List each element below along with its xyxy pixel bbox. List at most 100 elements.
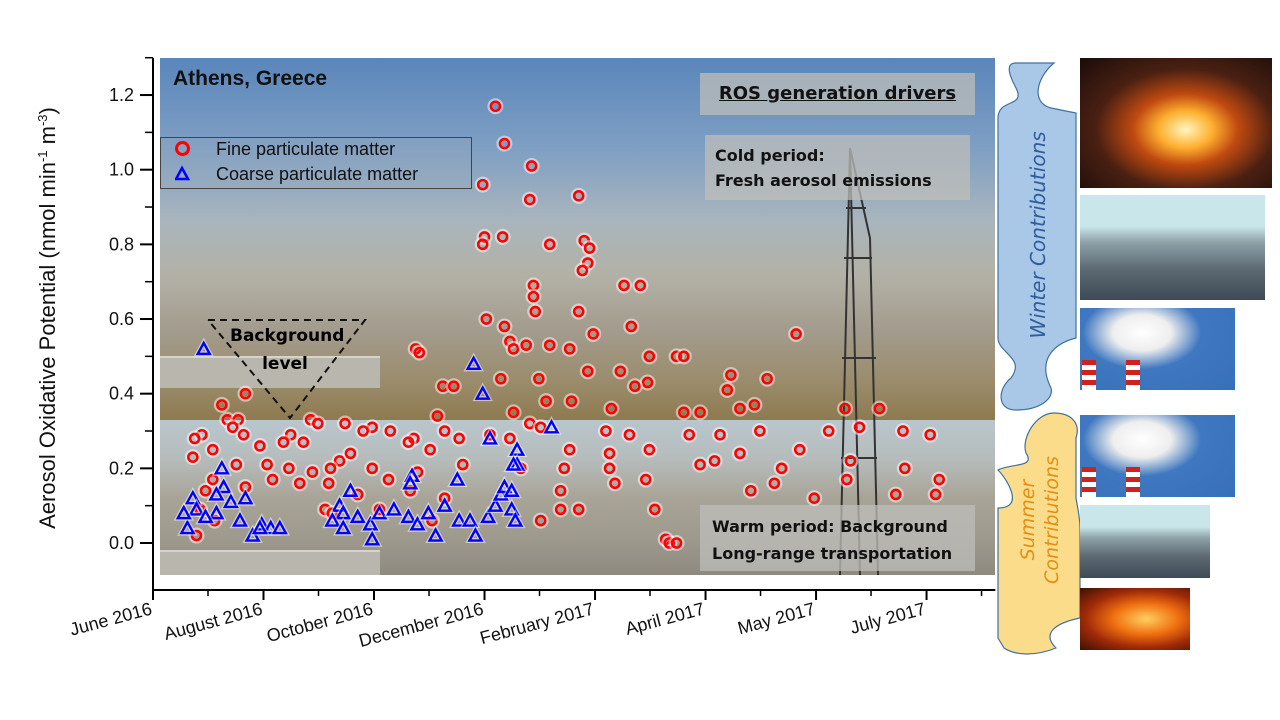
fine-pm-point: [453, 432, 465, 445]
coarse-pm-point: [342, 482, 359, 497]
fine-pm-point: [447, 380, 460, 393]
fine-pm-point: [844, 455, 857, 467]
fine-pm-point: [495, 372, 507, 385]
fine-pm-point: [841, 473, 853, 486]
fine-pm-point: [498, 320, 511, 333]
background-label-line2: level: [262, 354, 308, 374]
fine-pm-point: [576, 264, 589, 277]
fine-pm-point: [603, 447, 616, 460]
scatter-chart: 0.0 0.2 0.4 0.6 0.8 1.0 1.2 June 2016 August 201…: [68, 56, 996, 651]
x-tick-label: February 2017: [478, 599, 596, 649]
fine-pm-point: [603, 462, 616, 475]
fine-pm-point: [456, 458, 469, 471]
fine-pm-point: [293, 477, 306, 490]
fine-pm-point: [897, 425, 909, 437]
fine-pm-point: [524, 193, 536, 206]
fine-pm-point: [438, 425, 451, 437]
coarse-pm-point: [175, 504, 192, 520]
coarse-pm-point: [262, 519, 279, 535]
fine-pm-point: [614, 365, 627, 378]
traffic-image: [1080, 195, 1265, 300]
fine-pm-point: [572, 305, 585, 318]
warm-period-line2: Long-range transportation: [712, 544, 953, 563]
cold-period-line2: Fresh aerosol emissions: [715, 171, 932, 190]
coarse-pm-point: [402, 474, 419, 490]
fine-pm-point: [543, 238, 556, 251]
fine-pm-point: [663, 537, 676, 549]
fine-pm-point: [565, 395, 578, 407]
coarse-pm-point: [451, 512, 468, 527]
fine-pm-point: [476, 238, 489, 251]
coarse-pm-point: [213, 459, 230, 475]
chimney-icon: [1126, 360, 1140, 390]
fine-pm-point: [714, 428, 726, 441]
fine-pm-point: [413, 346, 426, 359]
coarse-pm-point: [208, 485, 225, 501]
wildfire-image: [1080, 588, 1190, 650]
summer-label: Summer Contributions: [1016, 456, 1064, 584]
fine-pm-point: [504, 432, 516, 445]
coarse-pm-point: [215, 478, 232, 494]
fine-pm-point: [634, 279, 647, 292]
fine-pm-point: [929, 488, 942, 501]
coarse-pm-point: [503, 500, 520, 516]
fine-pm-point: [708, 455, 721, 467]
chart-title: Athens, Greece: [173, 67, 328, 90]
fine-pm-point: [639, 473, 652, 486]
fine-pm-point: [187, 451, 199, 463]
y-axis-title: Aerosol Oxidative Potential (nmol min-1 …: [34, 107, 61, 529]
fine-pm-point: [239, 387, 252, 400]
fine-pm-point: [384, 425, 397, 437]
fireplace-image: [1080, 58, 1272, 188]
background-label-line1: Background: [230, 326, 345, 346]
y-tick-label: 1.2: [109, 85, 134, 105]
summer-label-line1: Summer: [1017, 479, 1039, 561]
fine-pm-point: [748, 399, 761, 411]
fine-pm-point: [306, 466, 319, 478]
coarse-pm-point: [467, 527, 484, 542]
fine-pm-point: [790, 328, 802, 340]
coarse-pm-point: [271, 519, 288, 535]
x-tick-label: May 2017: [736, 599, 818, 639]
smokestack-image: [1080, 308, 1235, 390]
coarse-pm-point: [222, 493, 239, 509]
coarse-pm-point: [481, 429, 498, 445]
coarse-pm-point: [505, 456, 522, 471]
fine-pm-point: [587, 328, 600, 340]
rooftop-wall: [160, 550, 380, 575]
x-tick-label: April 2017: [623, 599, 706, 639]
coarse-pm-point: [503, 482, 520, 497]
fine-pm-point: [677, 406, 690, 419]
fine-pm-point: [670, 350, 683, 363]
coarse-pm-point: [462, 512, 479, 527]
fine-pm-point: [623, 428, 636, 441]
fine-pm-point: [424, 443, 436, 456]
coarse-pm-point: [184, 489, 201, 505]
coarse-pm-point: [400, 508, 417, 524]
coarse-pm-point: [362, 515, 379, 531]
fine-pm-point: [563, 343, 576, 355]
fine-pm-point: [540, 395, 552, 407]
warm-period-line1: Warm period: Background: [712, 517, 948, 536]
summer-puzzle-shape: [997, 412, 1081, 655]
x-tick-label: July 2017: [848, 599, 928, 638]
fine-pm-point: [600, 425, 612, 437]
warm-period-box: Warm period: Background Long-range trans…: [700, 505, 975, 571]
fine-pm-point: [933, 473, 946, 486]
fine-pm-point: [572, 190, 585, 202]
coarse-pm-point: [385, 500, 402, 516]
fine-pm-point: [199, 484, 212, 497]
fine-pm-point: [333, 455, 346, 467]
coarse-pm-point: [197, 508, 214, 524]
fine-pm-point: [677, 350, 690, 363]
ros-title: ROS generation drivers: [700, 73, 975, 115]
fine-pm-point: [476, 178, 489, 191]
fine-pm-point: [543, 339, 556, 351]
legend-triangle-icon: [175, 165, 191, 181]
fine-pm-point: [261, 458, 273, 471]
y-tick-label: 0.2: [109, 458, 134, 478]
coarse-pm-point: [480, 508, 497, 524]
coarse-pm-point: [231, 512, 248, 527]
fine-pm-point: [277, 436, 290, 449]
legend-coarse-label: Coarse particulate matter: [216, 164, 419, 184]
